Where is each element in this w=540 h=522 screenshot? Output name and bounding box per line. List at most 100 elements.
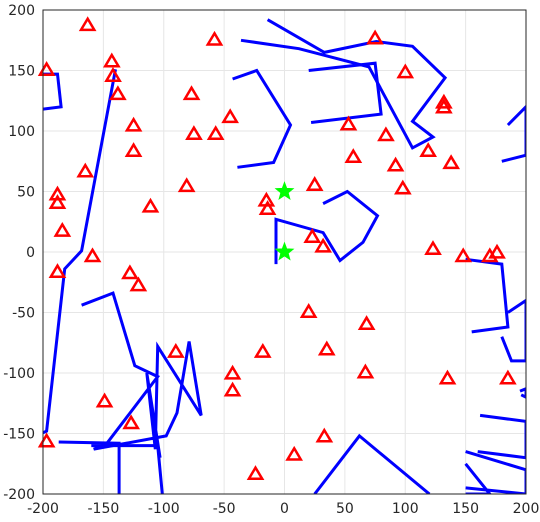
triangle-marker-52	[480, 247, 499, 263]
triangle-marker-26	[223, 364, 242, 380]
x-tick-label-6: 100	[392, 501, 419, 517]
star-marker-1	[274, 241, 295, 261]
y-tick-label-1: -150	[3, 427, 35, 443]
y-tick-label-8: 200	[8, 3, 35, 19]
triangle-marker-43	[386, 156, 405, 172]
x-tick-label-2: -100	[148, 501, 180, 517]
triangle-marker-14	[48, 194, 67, 210]
triangle-marker-44	[394, 179, 412, 195]
triangle-marker-16	[141, 197, 160, 213]
triangle-marker-42	[377, 126, 395, 142]
triangle-marker-38	[305, 176, 324, 191]
triangle-marker-3	[104, 67, 122, 82]
y-tick-label-0: -200	[3, 487, 35, 503]
triangle-marker-22	[121, 264, 139, 280]
y-tick-label-7: 150	[8, 64, 35, 80]
triangle-marker-30	[37, 432, 56, 448]
obstacle-7	[308, 61, 383, 124]
triangle-marker-24	[167, 342, 185, 358]
triangle-marker-23	[129, 276, 148, 292]
obstacle-15	[313, 433, 431, 494]
obstacle-12	[519, 387, 526, 399]
triangle-marker-17	[53, 221, 72, 237]
triangle-marker-41	[366, 29, 384, 45]
triangle-marker-10	[206, 125, 225, 141]
triangle-marker-2	[103, 52, 121, 68]
obstacle-10	[465, 257, 510, 334]
triangle-marker-11	[124, 142, 143, 158]
triangle-marker-36	[303, 228, 322, 243]
triangle-marker-20	[83, 247, 102, 263]
obstacle-13	[477, 413, 526, 460]
triangle-marker-27	[223, 381, 242, 397]
triangle-marker-7	[221, 108, 239, 124]
y-tick-label-3: -50	[12, 306, 35, 322]
triangle-marker-19	[258, 200, 277, 216]
triangle-marker-35	[317, 340, 336, 356]
triangle-marker-12	[76, 162, 95, 178]
triangle-marker-57	[498, 369, 517, 385]
triangle-marker-40	[344, 148, 363, 164]
triangle-marker-21	[48, 263, 67, 279]
triangle-marker-5	[108, 85, 127, 101]
x-tick-label-4: 0	[280, 501, 289, 517]
triangle-marker-9	[185, 125, 203, 141]
x-tick-label-0: -200	[27, 501, 59, 517]
obstacle-3	[58, 440, 121, 494]
triangle-marker-25	[253, 342, 272, 358]
triangle-marker-51	[454, 247, 473, 263]
triangle-marker-layer	[37, 16, 517, 481]
obstacle-16	[464, 462, 492, 494]
triangle-marker-48	[434, 98, 453, 114]
obstacle-4	[91, 444, 164, 494]
obstacle-14	[465, 450, 526, 494]
y-tick-label-4: 0	[26, 245, 35, 261]
triangle-marker-39	[339, 115, 358, 131]
triangle-marker-37	[314, 237, 333, 253]
y-tick-label-5: 50	[17, 185, 35, 201]
x-tick-label-8: 200	[513, 501, 540, 517]
obstacle-5	[232, 68, 293, 169]
triangle-marker-31	[246, 465, 265, 481]
triangle-marker-13	[48, 185, 67, 201]
x-tick-label-1: -150	[87, 501, 119, 517]
y-tick-label-6: 100	[8, 124, 35, 140]
x-tick-label-3: -50	[213, 501, 236, 517]
triangle-marker-46	[419, 142, 437, 158]
axes-frame	[42, 9, 527, 495]
triangle-marker-28	[95, 392, 114, 408]
obstacle-11	[500, 298, 526, 363]
triangle-marker-6	[182, 85, 201, 101]
triangle-marker-29	[122, 414, 141, 430]
triangle-marker-34	[299, 303, 318, 318]
triangle-marker-15	[177, 177, 196, 193]
obstacle-8	[274, 189, 380, 265]
triangle-marker-50	[424, 240, 442, 256]
triangle-marker-49	[442, 154, 461, 170]
obstacle-1	[43, 69, 117, 435]
triangle-marker-47	[434, 93, 453, 109]
y-axis-tick-labels: -200 -150 -100 -50 0 50 100 150 200	[3, 3, 35, 503]
x-tick-label-5: 50	[336, 501, 354, 517]
triangle-marker-32	[285, 445, 303, 461]
obstacle-0	[43, 72, 63, 111]
obstacle-6	[240, 18, 448, 150]
triangle-marker-53	[488, 243, 506, 259]
triangle-marker-55	[356, 363, 375, 379]
obstacle-layer	[43, 18, 526, 494]
triangle-marker-33	[315, 427, 334, 443]
obstacle-2	[81, 291, 203, 458]
triangle-marker-4	[205, 30, 224, 46]
y-tick-label-2: -100	[3, 366, 35, 382]
star-marker-layer	[274, 181, 295, 261]
triangle-marker-45	[396, 63, 415, 79]
triangle-marker-56	[438, 369, 457, 385]
star-marker-0	[274, 181, 295, 200]
x-tick-label-7: 150	[452, 501, 479, 517]
obstacle-9	[501, 104, 526, 163]
triangle-marker-0	[78, 16, 97, 32]
triangle-marker-8	[124, 116, 143, 132]
triangle-marker-54	[357, 315, 376, 331]
x-axis-tick-labels: -200 -150 -100 -50 0 50 100 150 200	[27, 501, 539, 517]
